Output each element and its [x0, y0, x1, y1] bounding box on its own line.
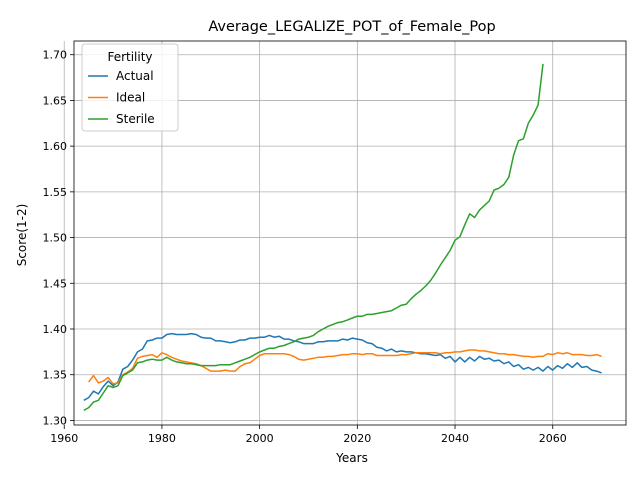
y-tick-label: 1.70	[43, 49, 68, 62]
x-tick-label: 2000	[246, 432, 274, 445]
x-tick-label: 1960	[50, 432, 78, 445]
legend-box	[81, 43, 179, 132]
series-line-sterile	[83, 63, 544, 412]
x-tick-label: 2020	[343, 432, 371, 445]
x-tick-label: 2040	[441, 432, 469, 445]
chart-title: Average_LEGALIZE_POT_of_Female_Pop	[208, 19, 495, 35]
grid	[63, 41, 626, 425]
series-line-ideal	[88, 349, 602, 385]
y-tick-label: 1.30	[43, 414, 68, 427]
x-tick-label: 1980	[148, 432, 176, 445]
y-tick-label: 1.45	[43, 277, 68, 290]
x-tick-label: 2060	[539, 432, 567, 445]
y-tick-label: 1.55	[43, 186, 68, 199]
legend-label-actual: Actual	[116, 69, 154, 83]
x-axis-label: Years	[335, 451, 368, 465]
y-tick-label: 1.50	[43, 232, 68, 245]
y-tick-label: 1.60	[43, 140, 68, 153]
series-line-actual	[83, 332, 602, 401]
y-tick-label: 1.65	[43, 94, 68, 107]
legend: Fertility Actual Ideal Sterile	[81, 43, 179, 132]
legend-entries: Actual Ideal Sterile	[88, 69, 155, 126]
series-lines	[83, 63, 602, 412]
plot-frame	[73, 40, 627, 426]
legend-label-sterile: Sterile	[116, 112, 155, 126]
y-tick-label: 1.35	[43, 369, 68, 382]
y-tick-label: 1.40	[43, 323, 68, 336]
y-axis-label: Score(1-2)	[15, 204, 29, 267]
legend-title: Fertility	[107, 50, 152, 64]
legend-label-ideal: Ideal	[116, 91, 145, 105]
axes: 1960 1980 2000 2020 2040 2060 1.30 1.35 1.40 1.45…	[43, 40, 627, 445]
